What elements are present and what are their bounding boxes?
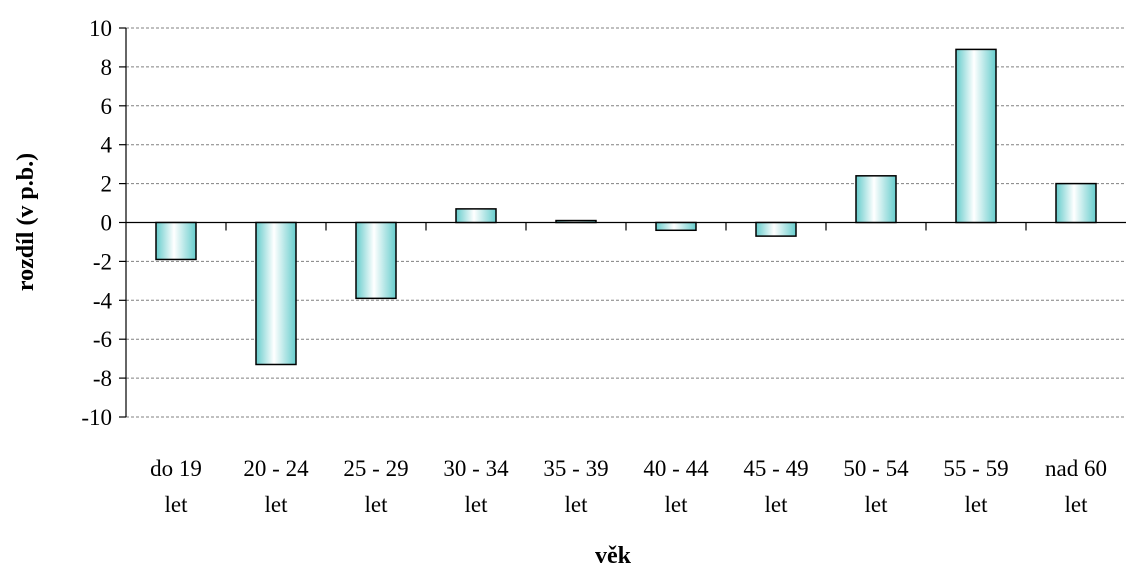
x-category-label: let — [765, 492, 789, 517]
x-category-label: 40 - 44 — [643, 456, 709, 481]
bar — [755, 221, 797, 237]
x-category-label: let — [665, 492, 689, 517]
x-category-label: 30 - 34 — [443, 456, 509, 481]
x-axis-title: věk — [595, 543, 632, 569]
x-category-label: do 19 — [150, 456, 202, 481]
x-category-label: nad 60 — [1045, 456, 1107, 481]
y-tick-label: 4 — [101, 133, 113, 158]
y-tick-label: -2 — [93, 249, 112, 274]
y-tick-label: 0 — [101, 211, 113, 236]
bar — [655, 221, 697, 232]
y-tick-label: -6 — [93, 327, 112, 352]
x-category-label: let — [165, 492, 189, 517]
x-category-label: 55 - 59 — [943, 456, 1008, 481]
bar — [255, 221, 297, 366]
x-category-label: let — [265, 492, 289, 517]
y-axis-title: rozdíl (v p.b.) — [13, 153, 39, 291]
y-tick-label: 6 — [101, 94, 113, 119]
bar — [955, 48, 997, 224]
x-category-label: let — [365, 492, 389, 517]
y-tick-label: 10 — [89, 16, 112, 41]
y-tick-label: -4 — [93, 288, 113, 313]
bar — [1055, 182, 1097, 224]
bar — [455, 208, 497, 224]
y-tick-label: 8 — [101, 55, 113, 80]
bar — [555, 219, 597, 224]
bar — [155, 221, 197, 261]
x-category-label: 20 - 24 — [243, 456, 309, 481]
bars — [155, 48, 1097, 366]
x-category-label: let — [865, 492, 889, 517]
x-category-label: 35 - 39 — [543, 456, 608, 481]
labels: 10 8 6 4 2 0 -2 -4 -6 -8 -10 do 19 let 20 - 24 let 25 -… — [81, 16, 1107, 517]
y-tick-label: -8 — [93, 366, 112, 391]
x-category-label: let — [1065, 492, 1089, 517]
bar — [355, 221, 397, 300]
x-category-label: let — [465, 492, 489, 517]
y-tick-label: -10 — [81, 405, 112, 430]
x-category-label: 50 - 54 — [843, 456, 909, 481]
x-category-label: 25 - 29 — [343, 456, 408, 481]
x-category-label: 45 - 49 — [743, 456, 808, 481]
y-tick-label: 2 — [101, 172, 113, 197]
x-category-label: let — [565, 492, 589, 517]
bar — [855, 175, 897, 224]
x-category-label: let — [965, 492, 989, 517]
